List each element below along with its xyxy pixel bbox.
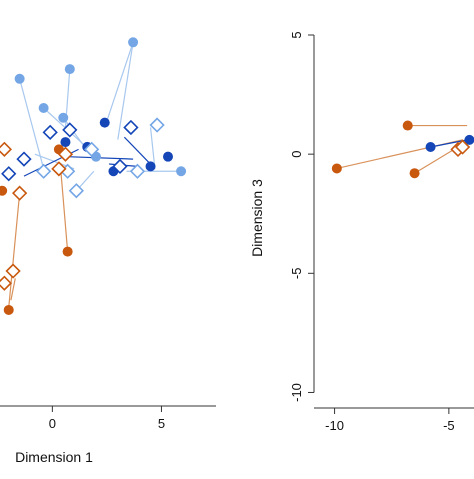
data-point-diamond <box>84 141 100 157</box>
data-point-diamond <box>454 139 471 155</box>
data-point-diamond <box>57 146 74 162</box>
x-tick-label: 5 <box>158 416 165 431</box>
data-point-diamond <box>12 185 28 201</box>
plot-panel-2: -10 -5 5 0 -5 -10 Dimension 3 <box>249 31 474 433</box>
data-point-diamond <box>123 119 139 136</box>
data-point-diamond <box>5 263 21 279</box>
data-point-circle <box>163 151 173 162</box>
data-point-diamond <box>149 117 165 133</box>
plot-panel-1: 0 5 Dimension 1 <box>0 37 216 465</box>
data-point-circle <box>14 73 25 84</box>
data-point-circle <box>128 37 139 48</box>
x-tick-label: -5 <box>443 418 455 433</box>
connector-line <box>117 42 134 140</box>
data-point-circle <box>425 142 436 153</box>
data-point-circle <box>464 134 474 145</box>
data-point-diamond <box>0 141 12 157</box>
y-tick-label: 5 <box>289 31 304 38</box>
data-point-diamond <box>0 275 12 291</box>
data-point-circle <box>0 185 8 196</box>
x-tick-label: -10 <box>325 418 344 433</box>
data-point-circle <box>38 103 49 113</box>
data-point-circle <box>99 117 110 128</box>
data-point-diamond <box>112 158 128 175</box>
data-point-diamond <box>68 183 84 199</box>
connector-line <box>19 78 45 169</box>
data-point-circle <box>145 161 156 172</box>
y-tick-label: 0 <box>289 151 304 158</box>
connector-line <box>123 136 154 167</box>
connector-line <box>78 170 95 189</box>
y-tick-label: -10 <box>289 383 304 402</box>
data-point-diamond <box>51 161 67 177</box>
data-point-circle <box>58 112 69 123</box>
data-point-circle <box>331 163 342 174</box>
connector-line <box>60 173 69 252</box>
connector-line <box>104 42 134 128</box>
y-tick-label: -5 <box>289 268 304 280</box>
data-point-circle <box>402 120 413 131</box>
data-point-circle <box>60 137 71 148</box>
data-point-circle <box>176 166 187 177</box>
connector-line <box>10 278 16 301</box>
data-point-circle <box>62 246 73 257</box>
data-point-diamond <box>1 166 17 182</box>
y-axis-label: Dimension 3 <box>249 179 265 257</box>
data-point-diamond <box>16 151 32 167</box>
data-point-circle <box>3 304 14 315</box>
connector-line <box>8 193 21 308</box>
x-axis-label: Dimension 1 <box>15 449 93 465</box>
data-point-circle <box>409 168 420 179</box>
data-point-diamond <box>129 163 146 179</box>
x-tick-label: 0 <box>49 416 56 431</box>
data-layer <box>331 120 474 179</box>
connector-line <box>149 127 156 169</box>
data-point-circle <box>64 64 75 75</box>
data-point-diamond <box>42 124 58 140</box>
data-layer <box>0 37 187 315</box>
data-point-diamond <box>62 122 78 138</box>
connector-line <box>414 146 459 174</box>
data-point-diamond <box>36 163 52 179</box>
